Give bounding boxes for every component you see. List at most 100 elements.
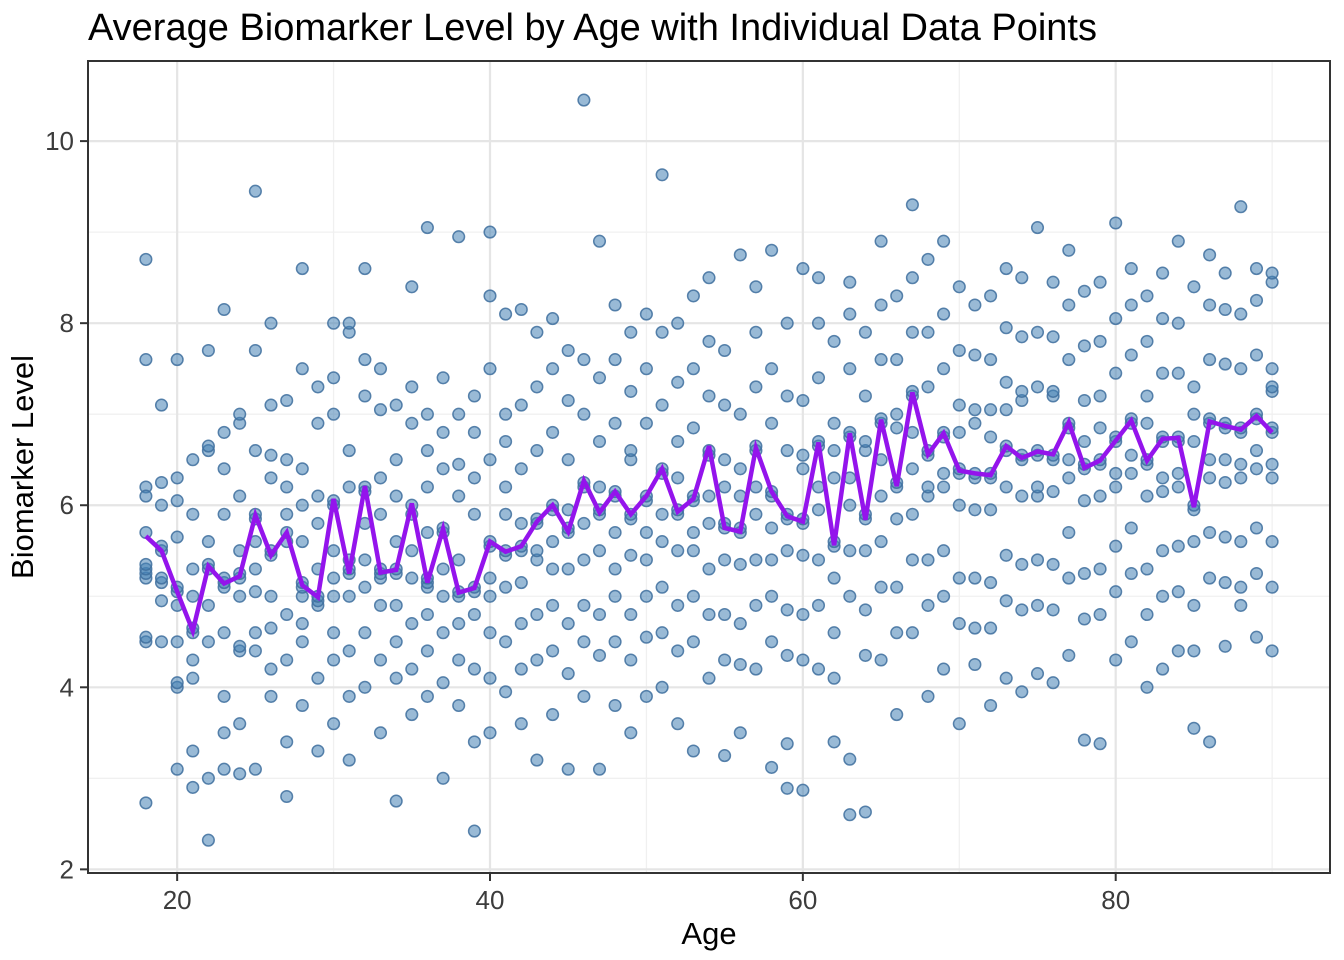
data-point <box>1109 653 1123 667</box>
data-point <box>905 271 919 285</box>
data-point <box>592 234 607 248</box>
data-point <box>248 585 262 599</box>
data-point <box>389 635 403 649</box>
data-point <box>608 698 622 713</box>
data-point <box>655 168 669 182</box>
data-point <box>217 302 231 317</box>
data-point <box>1124 348 1138 362</box>
data-point <box>280 393 294 408</box>
data-point <box>843 808 857 822</box>
data-point <box>952 617 966 631</box>
data-point <box>186 653 200 667</box>
data-point <box>937 480 951 494</box>
data-point <box>280 453 294 467</box>
data-point <box>1156 589 1170 603</box>
data-point <box>858 805 872 819</box>
data-point <box>639 630 653 644</box>
data-point <box>577 93 591 107</box>
data-point <box>577 516 591 530</box>
data-point <box>811 271 826 285</box>
data-point <box>937 544 951 558</box>
data-point <box>1109 480 1123 494</box>
data-point <box>452 553 466 567</box>
data-point <box>702 671 716 685</box>
data-point <box>201 535 215 549</box>
data-point <box>467 425 481 439</box>
data-point <box>733 248 747 262</box>
data-point <box>1124 448 1138 462</box>
data-point <box>1249 293 1264 307</box>
data-point <box>577 635 591 649</box>
data-point <box>1265 644 1279 658</box>
data-point <box>968 416 982 430</box>
data-point <box>1030 380 1045 394</box>
data-point <box>827 626 841 640</box>
data-point <box>248 626 262 640</box>
data-point <box>295 362 309 376</box>
data-point <box>702 607 716 622</box>
data-point <box>217 726 231 740</box>
data-point <box>1249 348 1264 362</box>
data-point <box>327 589 341 603</box>
data-point <box>530 544 544 558</box>
data-point <box>342 316 356 330</box>
data-point <box>1187 434 1201 449</box>
data-point <box>733 407 747 421</box>
data-point <box>843 307 857 321</box>
data-point <box>530 380 544 394</box>
data-point <box>1265 580 1279 594</box>
data-point <box>1203 471 1217 485</box>
data-point <box>233 489 247 503</box>
data-point <box>624 607 638 622</box>
y-axis-ticks <box>80 140 88 871</box>
data-point <box>577 598 591 612</box>
data-point <box>420 480 434 494</box>
data-point <box>1218 475 1232 490</box>
data-point <box>890 708 904 722</box>
data-point <box>937 307 951 321</box>
data-point <box>1171 466 1185 480</box>
data-point <box>718 653 732 667</box>
data-point <box>264 589 278 603</box>
y-tick-label: 6 <box>60 490 74 520</box>
data-point <box>358 580 372 594</box>
data-point <box>561 453 575 467</box>
data-point <box>514 717 528 731</box>
data-point <box>1093 737 1107 751</box>
data-point <box>608 589 622 603</box>
data-point <box>1249 462 1264 476</box>
data-point <box>452 653 466 667</box>
data-point <box>170 494 184 508</box>
data-point <box>718 398 732 412</box>
data-point <box>170 635 184 649</box>
data-point <box>514 617 528 631</box>
data-point <box>499 307 513 321</box>
data-point <box>639 689 653 703</box>
data-point <box>827 671 841 685</box>
data-point <box>452 489 466 503</box>
chart-title: Average Biomarker Level by Age with Indi… <box>88 7 1097 49</box>
data-point <box>952 398 966 412</box>
data-point <box>1171 539 1185 553</box>
data-point <box>139 252 153 266</box>
data-point <box>1140 389 1154 403</box>
data-point <box>327 371 341 385</box>
data-point <box>702 516 716 530</box>
data-point <box>170 471 184 485</box>
data-point <box>796 393 810 408</box>
data-point <box>217 425 231 439</box>
data-point <box>655 580 669 594</box>
data-point <box>436 676 450 690</box>
data-point <box>843 752 857 766</box>
data-point <box>671 434 685 449</box>
data-point <box>342 589 356 603</box>
data-point <box>765 362 779 376</box>
data-point <box>483 626 497 640</box>
data-point <box>733 617 747 631</box>
data-point <box>999 594 1013 608</box>
data-point <box>671 598 685 612</box>
data-point <box>1171 366 1185 380</box>
data-point <box>702 489 716 503</box>
data-point <box>796 548 810 562</box>
data-point <box>139 353 153 367</box>
